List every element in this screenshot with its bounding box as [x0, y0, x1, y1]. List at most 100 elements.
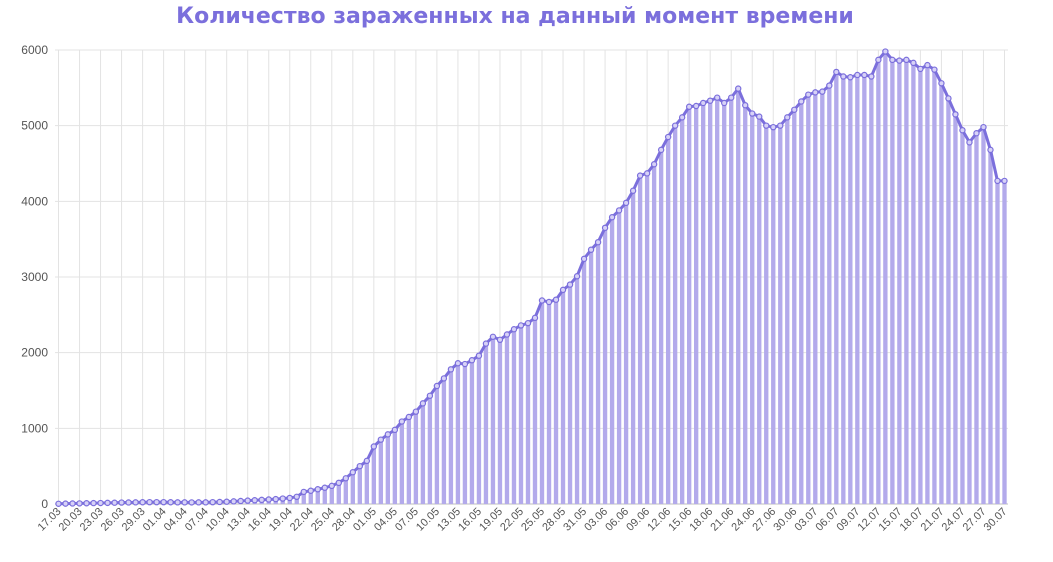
bar	[532, 317, 538, 504]
bar	[743, 105, 748, 504]
x-tick-label: 03.06	[582, 506, 610, 534]
bar	[511, 329, 517, 504]
y-tick-label: 5000	[21, 119, 48, 133]
bar	[588, 249, 594, 504]
y-tick-label: 4000	[21, 194, 48, 208]
bar	[371, 446, 377, 504]
data-point	[531, 314, 539, 322]
bar	[350, 472, 355, 504]
bar	[911, 62, 916, 504]
data-point	[756, 113, 763, 120]
y-axis-ticks: 0 1000 2000 3000 4000 5000 6000	[21, 43, 48, 511]
bar	[925, 65, 930, 504]
bar	[448, 369, 454, 504]
data-point	[594, 238, 602, 246]
data-point	[980, 123, 987, 131]
bar	[385, 434, 391, 504]
bar	[497, 339, 503, 504]
bar	[883, 51, 888, 504]
series-line-path	[57, 50, 1006, 506]
bars	[56, 51, 1007, 505]
data-point	[461, 360, 469, 368]
bar	[820, 91, 825, 504]
bar	[736, 88, 741, 504]
data-point	[307, 487, 314, 494]
data-point	[552, 296, 560, 303]
bar	[715, 97, 720, 505]
data-point	[524, 319, 532, 327]
data-point	[489, 333, 497, 340]
data-point	[826, 82, 833, 89]
bar	[665, 137, 671, 504]
bar	[322, 487, 327, 504]
bar	[1002, 180, 1007, 505]
x-tick-label: 25.05	[519, 506, 547, 534]
data-point	[713, 94, 721, 101]
data-point	[601, 224, 609, 232]
data-point	[861, 71, 868, 79]
x-tick-label: 09.07	[835, 506, 863, 534]
data-point	[692, 102, 700, 110]
data-point	[356, 462, 364, 470]
data-point	[153, 498, 160, 506]
data-point	[482, 340, 490, 347]
y-tick-label: 3000	[21, 270, 48, 284]
data-point	[770, 123, 777, 131]
data-point	[875, 56, 882, 64]
data-point	[945, 95, 952, 102]
bar	[399, 421, 405, 504]
bar	[799, 101, 804, 504]
data-point	[629, 187, 637, 194]
series-line	[57, 50, 1006, 506]
bar	[897, 60, 902, 505]
data-point	[391, 426, 399, 434]
x-tick-label: 04.05	[372, 506, 400, 534]
x-tick-label: 27.07	[961, 506, 989, 534]
data-point	[728, 94, 735, 101]
x-axis-ticks: 17.0320.0323.0326.0329.0301.0404.0407.04…	[36, 506, 1010, 534]
data-point	[517, 322, 525, 329]
bar	[701, 102, 706, 504]
data-point	[784, 114, 791, 121]
x-tick-label: 27.06	[750, 506, 778, 534]
bar	[778, 125, 783, 505]
x-tick-label: 01.05	[351, 506, 379, 534]
data-point	[244, 497, 251, 504]
bar	[771, 127, 776, 505]
data-point	[69, 500, 76, 507]
data-point	[987, 146, 994, 154]
data-point	[973, 130, 980, 137]
data-point	[854, 71, 861, 79]
bar	[518, 325, 524, 504]
x-tick-label: 22.05	[498, 506, 526, 534]
data-point	[678, 114, 686, 121]
x-tick-label: 28.05	[540, 506, 568, 534]
data-point	[405, 413, 413, 421]
bar	[602, 227, 608, 505]
data-point	[419, 400, 427, 407]
data-point	[699, 99, 707, 107]
data-point	[349, 469, 357, 476]
x-tick-label: 07.04	[183, 506, 211, 534]
data-point	[83, 500, 90, 507]
x-tick-label: 22.04	[288, 506, 316, 534]
x-tick-label: 16.04	[246, 506, 274, 534]
x-tick-label: 18.07	[898, 506, 926, 534]
bar	[560, 289, 566, 504]
data-point	[447, 366, 455, 373]
bar	[827, 85, 832, 505]
data-point	[496, 336, 504, 344]
bar	[490, 336, 496, 504]
data-point	[300, 488, 307, 496]
data-point	[840, 73, 847, 80]
x-tick-label: 30.06	[771, 506, 799, 534]
data-point	[104, 499, 111, 507]
data-point	[195, 499, 202, 506]
bar	[315, 489, 320, 504]
bar	[574, 276, 580, 504]
x-tick-label: 30.07	[982, 506, 1010, 534]
data-point	[202, 499, 209, 506]
data-point	[833, 68, 840, 76]
